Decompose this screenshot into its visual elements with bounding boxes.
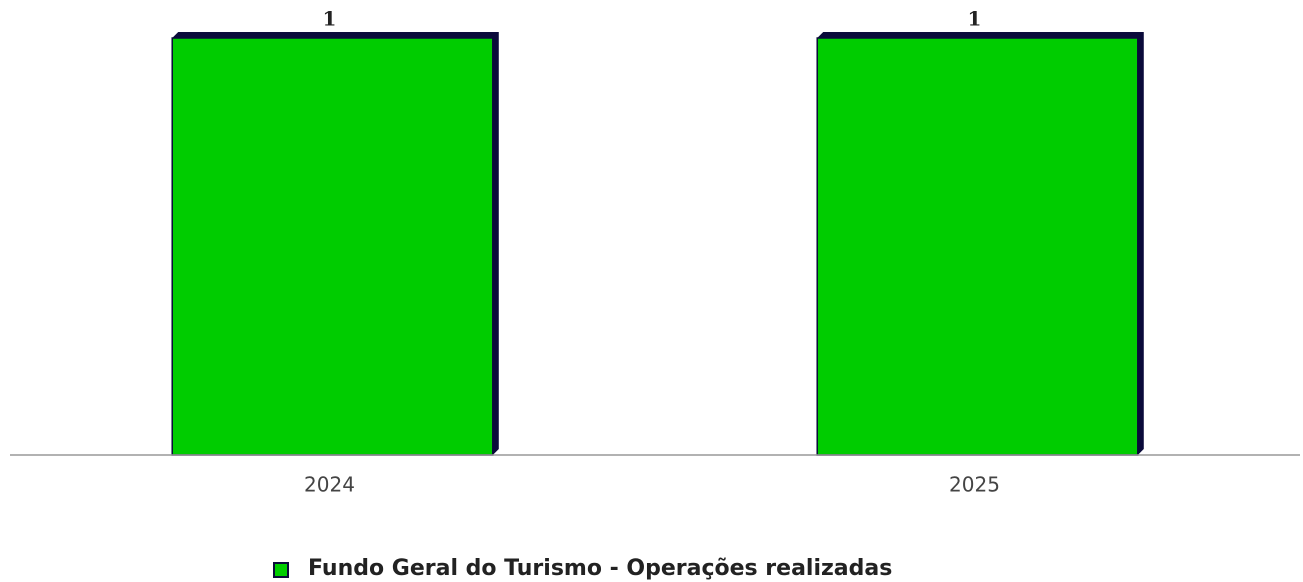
value-label: 1 [968,7,982,31]
legend-label: Fundo Geral do Turismo - Operações reali… [308,556,892,581]
bar [816,37,1139,456]
value-label: 1 [323,7,337,31]
x-tick-label: 2024 [304,473,355,497]
bar [171,37,494,456]
legend-swatch [273,562,289,578]
x-tick-label: 2025 [949,473,1000,497]
